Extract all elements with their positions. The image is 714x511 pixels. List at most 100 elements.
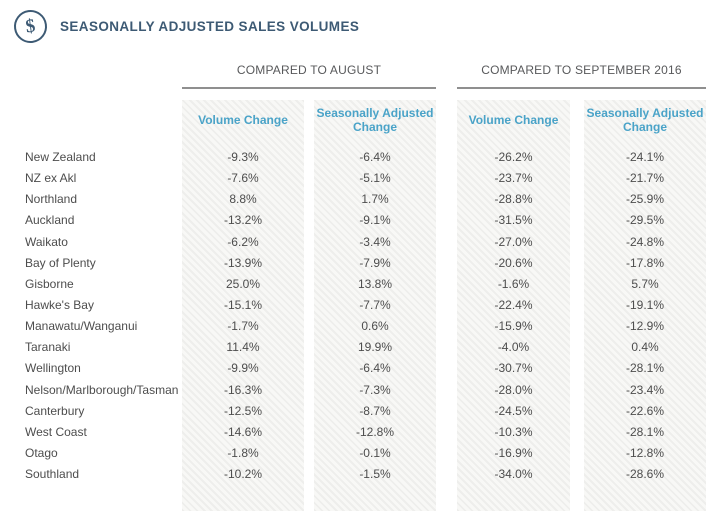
region-label: Nelson/Marlborough/Tasman <box>25 382 179 397</box>
aug-adjusted-value: -8.7% <box>359 403 391 418</box>
aug-volume-value: -13.2% <box>223 213 263 228</box>
aug-adjusted-value: -9.1% <box>359 213 391 228</box>
stripe-band-sep-volume <box>457 100 570 511</box>
region-label: Taranaki <box>25 340 71 355</box>
region-label: Northland <box>25 192 78 207</box>
region-label: Auckland <box>25 213 75 228</box>
aug-volume-value: -9.3% <box>227 150 259 164</box>
sep-volume-value: -30.7% <box>494 361 533 376</box>
aug-adjusted-value: -6.4% <box>359 150 391 164</box>
sep-volume-value: -10.3% <box>494 424 533 439</box>
aug-adjusted-value: -1.5% <box>359 467 391 482</box>
aug-volume-value: -12.5% <box>223 403 263 418</box>
sep-adjusted-value: -22.6% <box>625 403 665 418</box>
stripe-band-aug-volume <box>182 100 304 511</box>
table-row: New Zealand -9.3% -6.4% -26.2% -24.1% <box>25 147 706 168</box>
sep-volume-value: -20.6% <box>494 255 533 270</box>
aug-adjusted-value: 1.7% <box>361 192 389 207</box>
sep-adjusted-value: -28.6% <box>625 467 665 482</box>
sep-volume-value: -28.8% <box>494 192 533 207</box>
aug-volume-value: -10.2% <box>223 467 263 482</box>
sep-adjusted-value: 0.4% <box>631 340 659 355</box>
column-header-sep-volume: Volume Change <box>468 113 559 127</box>
report-header: $ SEASONALLY ADJUSTED SALES VOLUMES <box>11 7 360 46</box>
aug-volume-value: -14.6% <box>223 424 263 439</box>
region-label: Gisborne <box>25 276 74 291</box>
table-row: Northland 8.8% 1.7% -28.8% -25.9% <box>25 189 706 210</box>
sep-volume-value: -27.0% <box>494 234 533 249</box>
table-row: Gisborne 25.0% 13.8% -1.6% 5.7% <box>25 274 706 295</box>
table-row: NZ ex Akl -7.6% -5.1% -23.7% -21.7% <box>25 168 706 189</box>
aug-adjusted-value: -5.1% <box>359 171 391 186</box>
sep-volume-value: -31.5% <box>494 213 533 228</box>
table-row: Hawke's Bay -15.1% -7.7% -22.4% -19.1% <box>25 295 706 316</box>
aug-adjusted-value: -0.1% <box>359 445 391 460</box>
sep-volume-value: -15.9% <box>494 319 533 334</box>
aug-adjusted-value: -7.3% <box>359 382 391 397</box>
region-label: Hawke's Bay <box>25 297 94 312</box>
aug-volume-value: 8.8% <box>229 192 257 207</box>
sep-volume-value: -1.6% <box>497 276 530 291</box>
page-title: SEASONALLY ADJUSTED SALES VOLUMES <box>60 19 360 34</box>
sep-volume-value: -16.9% <box>494 445 533 460</box>
region-label: Canterbury <box>25 403 85 418</box>
region-label: Manawatu/Wanganui <box>25 319 138 334</box>
region-label: Waikato <box>25 234 68 249</box>
table-row: Taranaki 11.4% 19.9% -4.0% 0.4% <box>25 337 706 358</box>
sep-volume-value: -4.0% <box>497 340 530 355</box>
sep-volume-value: -22.4% <box>494 297 533 312</box>
region-label: NZ ex Akl <box>25 171 77 186</box>
table-row: Wellington -9.9% -6.4% -30.7% -28.1% <box>25 358 706 379</box>
sep-adjusted-value: -24.1% <box>625 150 665 164</box>
dollar-circle-icon: $ <box>11 7 50 46</box>
column-header-sep-adjusted: Seasonally Adjusted Change <box>586 106 704 134</box>
aug-volume-value: -6.2% <box>227 234 259 249</box>
aug-volume-value: -9.9% <box>227 361 259 376</box>
sep-adjusted-value: -28.1% <box>625 361 665 376</box>
sep-adjusted-value: -19.1% <box>625 297 665 312</box>
table-row: Bay of Plenty -13.9% -7.9% -20.6% -17.8% <box>25 253 706 274</box>
region-label: Wellington <box>25 361 81 376</box>
table-row: Waikato -6.2% -3.4% -27.0% -24.8% <box>25 232 706 253</box>
group-header-august: COMPARED TO AUGUST <box>182 63 436 89</box>
aug-volume-value: -16.3% <box>223 382 263 397</box>
sep-adjusted-value: -12.9% <box>625 319 665 334</box>
sep-volume-value: -24.5% <box>494 403 533 418</box>
sep-adjusted-value: -28.1% <box>625 424 665 439</box>
table-row: Southland -10.2% -1.5% -34.0% -28.6% <box>25 464 706 485</box>
table-row: Manawatu/Wanganui -1.7% 0.6% -15.9% -12.… <box>25 316 706 337</box>
sep-adjusted-value: -25.9% <box>625 192 665 207</box>
stripe-band-sep-adjusted <box>584 100 706 511</box>
sep-adjusted-value: -24.8% <box>625 234 665 249</box>
aug-adjusted-value: -7.7% <box>359 297 391 312</box>
region-label: West Coast <box>25 424 87 439</box>
group-header-september: COMPARED TO SEPTEMBER 2016 <box>457 63 706 89</box>
table-row: Otago -1.8% -0.1% -16.9% -12.8% <box>25 443 706 464</box>
sep-adjusted-value: -29.5% <box>625 213 665 228</box>
region-label: Southland <box>25 467 80 482</box>
aug-adjusted-value: -12.8% <box>355 424 395 439</box>
aug-volume-value: -7.6% <box>227 171 259 186</box>
aug-volume-value: -13.9% <box>223 255 263 270</box>
table-row: Nelson/Marlborough/Tasman -16.3% -7.3% -… <box>25 380 706 401</box>
region-label: Otago <box>25 445 58 460</box>
table-row: West Coast -14.6% -12.8% -10.3% -28.1% <box>25 422 706 443</box>
region-label: Bay of Plenty <box>25 255 96 270</box>
sep-adjusted-value: -12.8% <box>625 445 665 460</box>
aug-volume-value: 11.4% <box>226 340 260 355</box>
column-header-aug-adjusted: Seasonally Adjusted Change <box>316 106 434 134</box>
aug-volume-value: 25.0% <box>225 276 261 291</box>
aug-adjusted-value: -7.9% <box>359 255 391 270</box>
table-row: Auckland -13.2% -9.1% -31.5% -29.5% <box>25 210 706 231</box>
aug-adjusted-value: -3.4% <box>359 234 391 249</box>
sep-volume-value: -28.0% <box>494 382 533 397</box>
aug-adjusted-value: -6.4% <box>359 361 391 376</box>
column-header-aug-volume: Volume Change <box>198 113 288 127</box>
sep-adjusted-value: -17.8% <box>625 255 665 270</box>
aug-volume-value: -1.7% <box>227 319 259 334</box>
aug-volume-value: -1.8% <box>227 445 259 460</box>
stripe-band-aug-adjusted <box>314 100 436 511</box>
sep-volume-value: -34.0% <box>494 467 533 482</box>
table-row: Canterbury -12.5% -8.7% -24.5% -22.6% <box>25 401 706 422</box>
